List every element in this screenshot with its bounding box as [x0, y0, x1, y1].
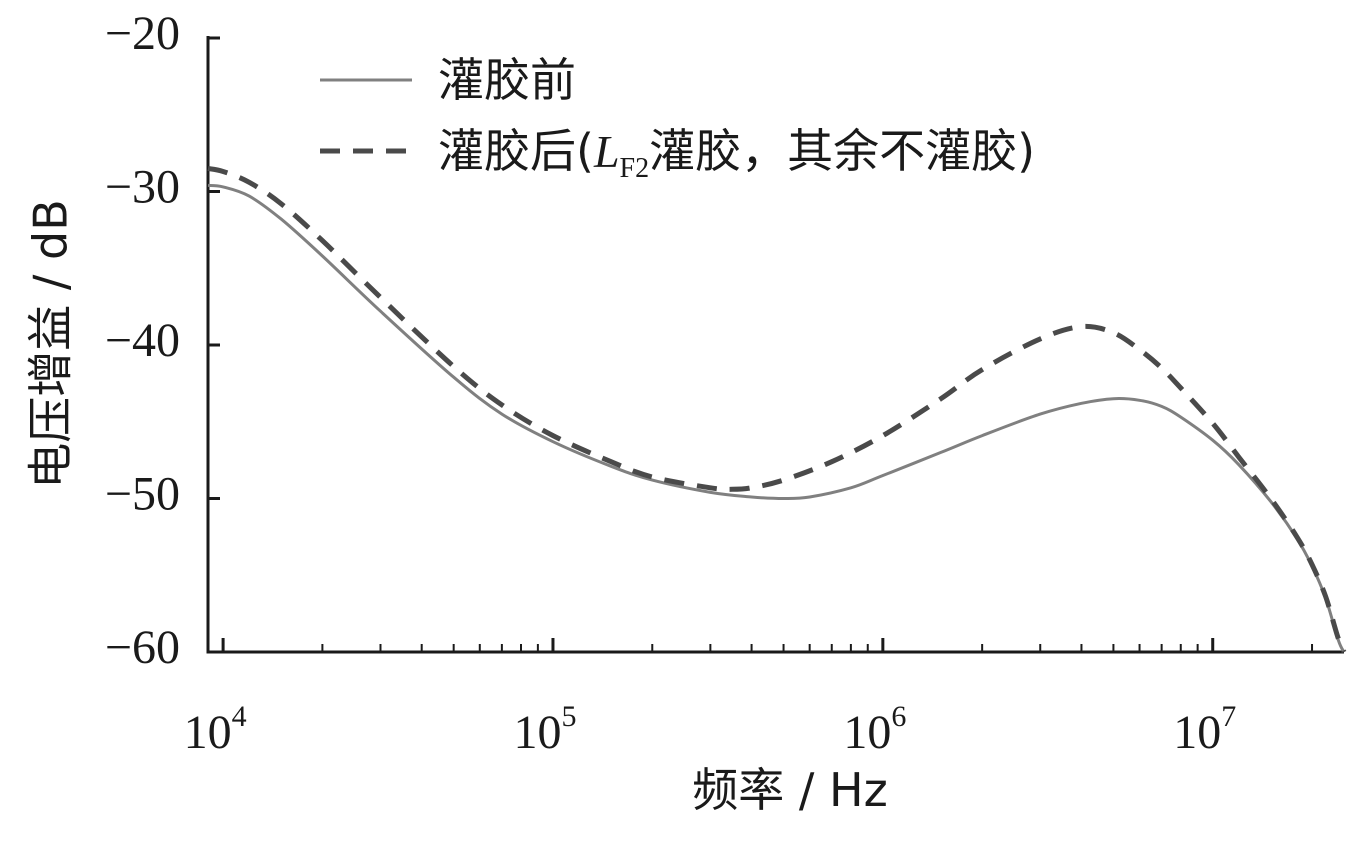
legend-label-after-pre: 灌胶后( — [438, 124, 594, 178]
x-tick-exponent: 6 — [891, 700, 906, 733]
x-minor-ticks — [321, 644, 1314, 652]
x-tick-base: 10 — [184, 706, 232, 759]
y-tick-label: −20 — [105, 7, 180, 60]
x-tick-label: 104 — [184, 700, 247, 759]
x-tick-exponent: 4 — [232, 700, 247, 733]
legend-label-before: 灌胶前 — [438, 53, 576, 107]
x-tick-label: 105 — [513, 700, 576, 759]
y-tick-label: −60 — [105, 621, 180, 674]
x-tick-base: 10 — [513, 706, 561, 759]
legend-label-after-sub: F2 — [620, 153, 650, 184]
x-ticks: 104 105 106 107 — [184, 638, 1236, 759]
series-line-before — [207, 183, 1346, 653]
x-tick-base: 10 — [843, 706, 891, 759]
axes: −20−30−40−50−60 104 105 106 107 — [105, 7, 1344, 759]
series-line-after — [207, 166, 1347, 654]
x-tick-exponent: 7 — [1221, 700, 1236, 733]
y-ticks: −20 −30 −40 −50 −60 — [105, 7, 220, 674]
x-tick-base: 10 — [1173, 706, 1221, 759]
y-tick-label: −30 — [105, 161, 180, 214]
y-axis-title: 电压增益 / dB — [24, 199, 78, 489]
y-tick-label: −40 — [105, 314, 180, 367]
x-axis-title: 频率 / Hz — [692, 763, 887, 817]
x-tick-label: 107 — [1173, 700, 1236, 759]
x-tick-label: 106 — [843, 700, 906, 759]
legend-label-after-post: 灌胶，其余不灌胶) — [649, 124, 1035, 178]
y-tick-label: −50 — [105, 468, 180, 521]
legend: 灌胶前 灌胶后(LF2灌胶，其余不灌胶) — [320, 53, 1035, 184]
legend-label-after-italic: L — [593, 126, 620, 177]
series-layer — [207, 166, 1347, 654]
x-tick-exponent: 5 — [561, 700, 576, 733]
legend-label-after: 灌胶后(LF2灌胶，其余不灌胶) — [438, 124, 1035, 184]
